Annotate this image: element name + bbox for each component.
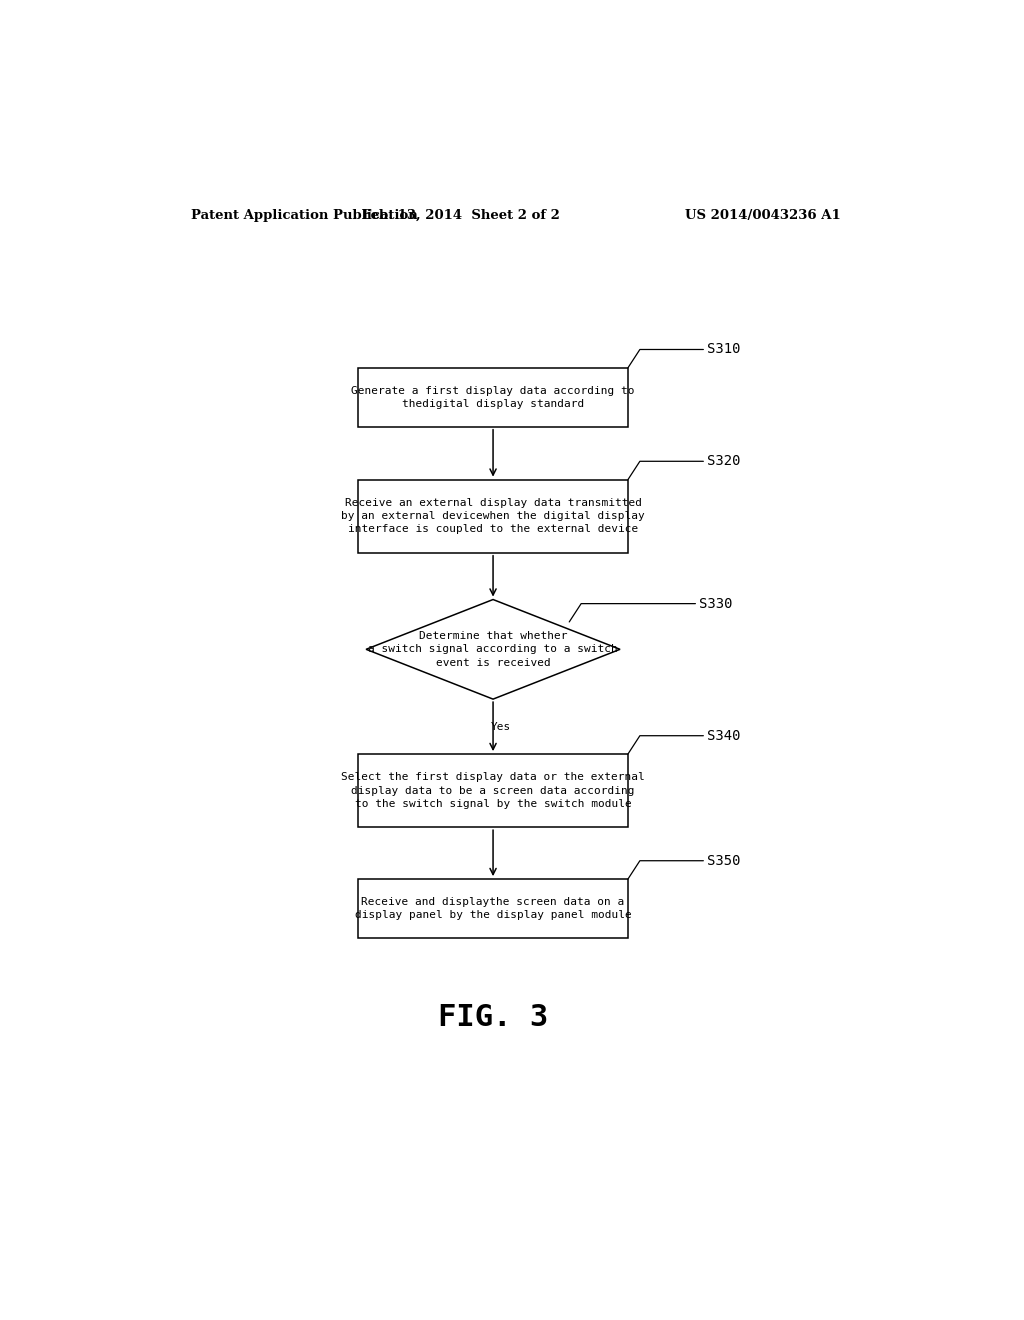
Text: S310: S310	[708, 342, 740, 356]
Text: Yes: Yes	[490, 722, 511, 731]
FancyBboxPatch shape	[358, 754, 628, 828]
Text: Generate a first display data according to
thedigital display standard: Generate a first display data according …	[351, 385, 635, 409]
Text: S320: S320	[708, 454, 740, 469]
Text: Receive and displaythe screen data on a
display panel by the display panel modul: Receive and displaythe screen data on a …	[354, 896, 632, 920]
FancyBboxPatch shape	[358, 368, 628, 426]
Polygon shape	[367, 599, 620, 700]
Text: Determine that whether
a switch signal according to a switch
event is received: Determine that whether a switch signal a…	[369, 631, 617, 668]
FancyBboxPatch shape	[358, 479, 628, 553]
Text: S350: S350	[708, 854, 740, 867]
Text: S330: S330	[699, 597, 733, 611]
Text: S340: S340	[708, 729, 740, 743]
Text: Select the first display data or the external
display data to be a screen data a: Select the first display data or the ext…	[341, 772, 645, 809]
Text: Receive an external display data transmitted
by an external devicewhen the digit: Receive an external display data transmi…	[341, 498, 645, 535]
Text: Feb. 13, 2014  Sheet 2 of 2: Feb. 13, 2014 Sheet 2 of 2	[362, 209, 560, 222]
FancyBboxPatch shape	[358, 879, 628, 939]
Text: Patent Application Publication: Patent Application Publication	[191, 209, 418, 222]
Text: US 2014/0043236 A1: US 2014/0043236 A1	[685, 209, 841, 222]
Text: FIG. 3: FIG. 3	[438, 1003, 548, 1032]
